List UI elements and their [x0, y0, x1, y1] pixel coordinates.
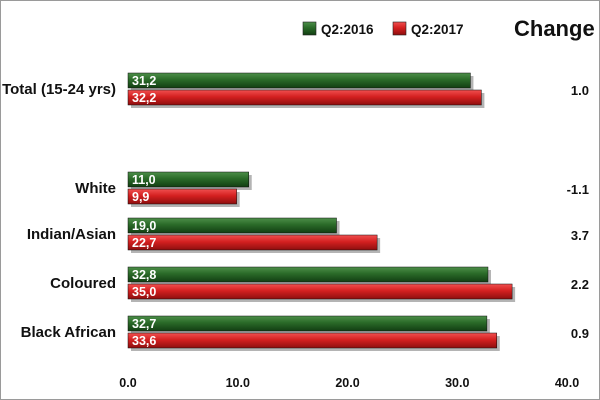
legend-label-1: Q2:2017 [411, 22, 464, 37]
change-header: Change [514, 16, 595, 41]
data-label: 9,9 [132, 190, 149, 204]
bar-q2-2016-0 [127, 72, 471, 89]
bar-q2-2016-3 [127, 266, 489, 283]
bars: 31,2 32,2 11,0 9,9 19,0 22,7 32,8 35,0 32,7 33,6 [127, 72, 516, 351]
bar-q2-2017-1 [127, 188, 237, 205]
category-label: Coloured [50, 275, 116, 292]
data-label: 32,7 [132, 317, 156, 331]
category-label: Black African [21, 324, 116, 341]
legend-label-0: Q2:2016 [321, 22, 374, 37]
change-value: 3.7 [571, 228, 589, 243]
data-label: 35,0 [132, 285, 156, 299]
legend: Q2:2016 Q2:2017 Change [302, 16, 595, 41]
bar-q2-2016-4 [127, 315, 488, 332]
data-label: 11,0 [132, 173, 156, 187]
category-label: Indian/Asian [27, 226, 116, 243]
category-label: Total (15-24 yrs) [2, 81, 116, 98]
bar-q2-2017-0 [127, 89, 482, 106]
bar-q2-2016-2 [127, 217, 337, 234]
bar-q2-2017-3 [127, 283, 513, 300]
data-label: 32,2 [132, 91, 156, 105]
change-value: -1.1 [567, 182, 589, 197]
category-labels: Total (15-24 yrs) White Indian/Asian Colour… [2, 81, 116, 341]
x-tick-label: 20.0 [335, 376, 359, 390]
category-label: White [75, 180, 116, 197]
bar-q2-2017-4 [127, 332, 498, 349]
bar-q2-2016-1 [127, 171, 249, 188]
data-label: 22,7 [132, 236, 156, 250]
change-values: 1.0 -1.1 3.7 2.2 0.9 [567, 83, 589, 341]
data-label: 31,2 [132, 74, 156, 88]
x-axis-ticks: 0.0 10.0 20.0 30.0 40.0 [119, 376, 579, 390]
change-value: 0.9 [571, 326, 589, 341]
legend-swatch-0 [302, 21, 317, 36]
change-value: 2.2 [571, 277, 589, 292]
change-value: 1.0 [571, 83, 589, 98]
x-tick-label: 0.0 [119, 376, 136, 390]
x-tick-label: 10.0 [226, 376, 250, 390]
data-label: 19,0 [132, 219, 156, 233]
data-label: 33,6 [132, 334, 156, 348]
data-label: 32,8 [132, 268, 156, 282]
bar-q2-2017-2 [127, 234, 378, 251]
x-tick-label: 30.0 [445, 376, 469, 390]
legend-swatch-1 [392, 21, 407, 36]
x-tick-label: 40.0 [555, 376, 579, 390]
